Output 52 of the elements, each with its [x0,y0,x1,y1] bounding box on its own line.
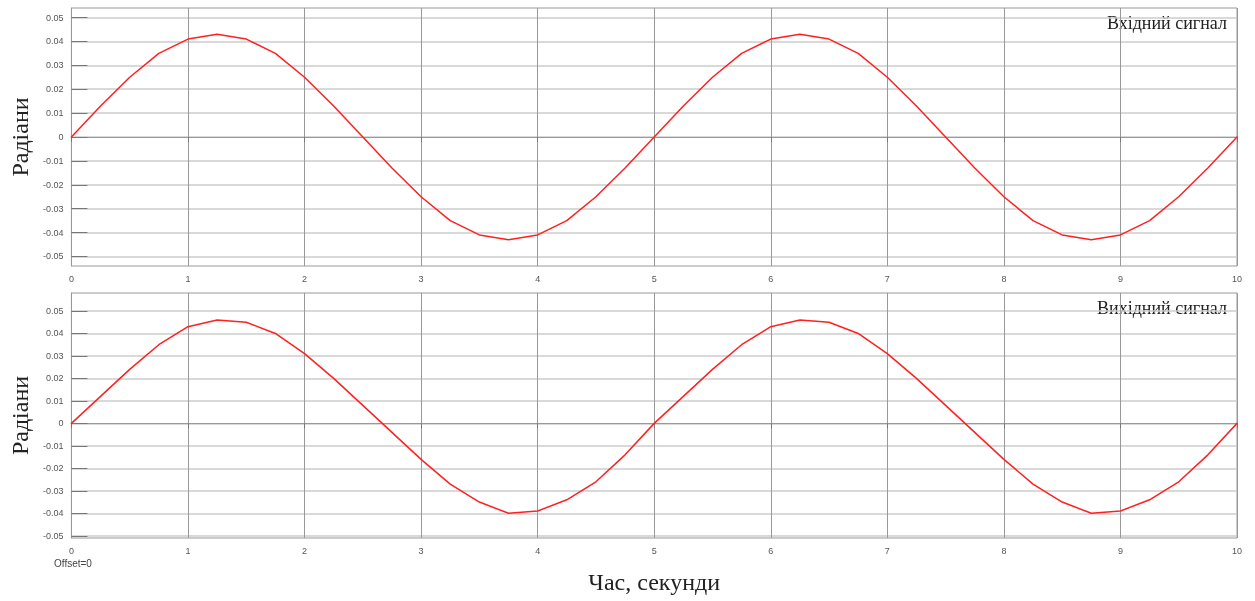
y-tick-label: -0.04 [42,508,64,519]
x-tick-label: 5 [651,545,657,556]
x-tick-label: 9 [1117,545,1123,556]
y-axis-title: Радіани [7,375,33,456]
y-tick-label: 0 [58,418,64,429]
y-tick-label: -0.05 [42,251,64,262]
x-tick-label: 10 [1231,273,1243,284]
x-tick-label: 3 [418,545,424,556]
x-tick-label: 6 [768,273,774,284]
x-tick-label: 6 [768,545,774,556]
y-tick-label: 0.02 [45,373,64,384]
y-tick-label: -0.04 [42,227,64,238]
x-tick-label: 9 [1117,273,1123,284]
x-tick-label: 7 [884,273,890,284]
y-tick-label: -0.03 [42,485,64,496]
y-tick-label: 0.03 [45,350,64,361]
x-tick-label: 3 [418,273,424,284]
x-tick-label: 1 [185,273,191,284]
y-tick-label: 0.03 [45,60,64,71]
x-axis-title: Час, секунди [588,569,721,595]
y-tick-label: 0.01 [45,108,64,119]
x-tick-label: 8 [1001,273,1007,284]
x-tick-label: 10 [1231,545,1243,556]
y-tick-label: -0.01 [42,155,64,166]
x-tick-label: 2 [302,545,308,556]
chart-title: Вихідний сигнал [1097,298,1228,318]
y-tick-label: -0.02 [42,179,64,190]
y-tick-label: -0.01 [42,440,64,451]
y-tick-label: -0.05 [42,530,64,541]
y-axis-title: Радіани [7,97,33,177]
text: Offset=0 [54,557,93,569]
x-tick-label: 8 [1001,545,1007,556]
y-tick-label: 0.01 [45,395,64,406]
y-tick-label: 0.05 [45,305,64,316]
x-tick-label: 7 [884,545,890,556]
line-series [70,319,1238,515]
y-tick-label: -0.02 [42,463,64,474]
x-tick-label: 2 [302,273,308,284]
x-tick-label: 0 [68,545,74,556]
x-tick-label: 1 [185,545,191,556]
y-tick-label: 0.02 [45,84,64,95]
y-tick-label: 0.04 [45,328,64,339]
y-tick-label: -0.03 [42,203,64,214]
y-tick-label: 0.04 [45,36,64,47]
y-tick-label: 0 [58,132,64,142]
chart-title: Вхідний сигнал [1106,13,1228,33]
x-tick-label: 0 [68,273,74,284]
x-tick-label: 4 [535,273,541,284]
y-tick-label: 0.05 [45,12,64,23]
x-tick-label: 5 [651,273,657,284]
x-tick-label: 4 [535,545,541,556]
line-series [70,33,1238,241]
